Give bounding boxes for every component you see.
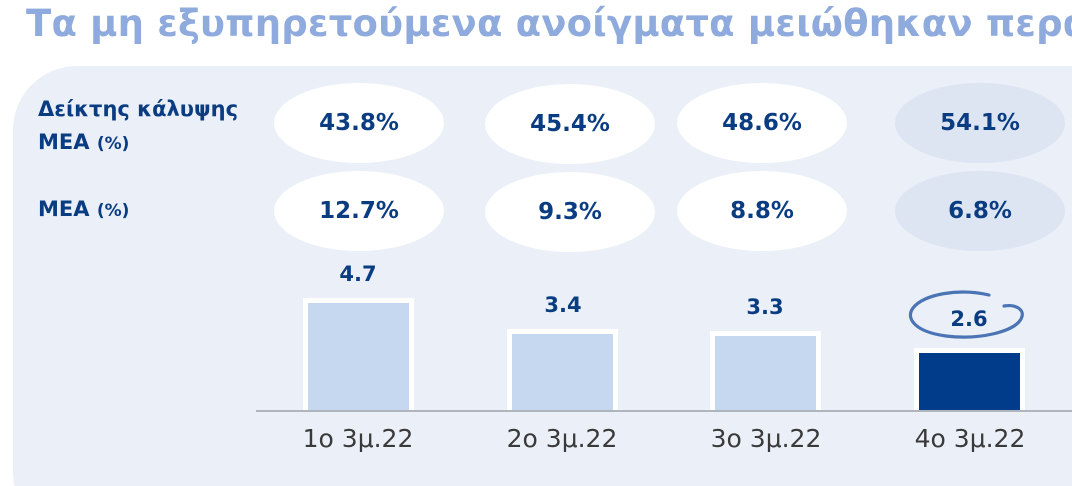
x-axis-line [256, 410, 1072, 412]
bar-value-q4: 2.6 [950, 307, 988, 331]
bar-q3 [710, 331, 821, 410]
coverage-value-q2: 45.4% [485, 84, 655, 164]
bar-q4 [914, 348, 1025, 410]
x-label-q2: 2ο 3μ.22 [506, 424, 618, 453]
bar-q2 [507, 329, 618, 410]
npe-ratio-label: ΜΕΑ (%) [38, 197, 130, 221]
npe-value-q2: 9.3% [485, 172, 655, 252]
coverage-value-q4: 54.1% [895, 83, 1065, 163]
bar-value-q1: 4.7 [339, 262, 377, 286]
coverage-ratio-label-line2: ΜΕΑ (%) [38, 129, 130, 154]
npe-value-q4: 6.8% [895, 171, 1065, 251]
npe-value-q1: 12.7% [274, 171, 444, 251]
highlight-circle-icon [908, 290, 1024, 339]
bar-value-q2: 3.4 [544, 293, 582, 317]
bar-value-q3: 3.3 [746, 295, 784, 319]
x-label-q4: 4ο 3μ.22 [914, 424, 1026, 453]
bar-q1 [303, 298, 414, 410]
coverage-ratio-label-line1: Δείκτης κάλυψης [38, 97, 239, 121]
x-label-q3: 3ο 3μ.22 [710, 424, 822, 453]
x-label-q1: 1ο 3μ.22 [302, 424, 414, 453]
npe-value-q3: 8.8% [677, 171, 847, 251]
slide-title: Τα μη εξυπηρετούμενα ανοίγματα μειώθηκαν… [26, 2, 1072, 45]
coverage-value-q1: 43.8% [274, 83, 444, 163]
coverage-ratio-label: Δείκτης κάλυψης ΜΕΑ (%) [38, 93, 238, 158]
coverage-value-q3: 48.6% [677, 83, 847, 163]
